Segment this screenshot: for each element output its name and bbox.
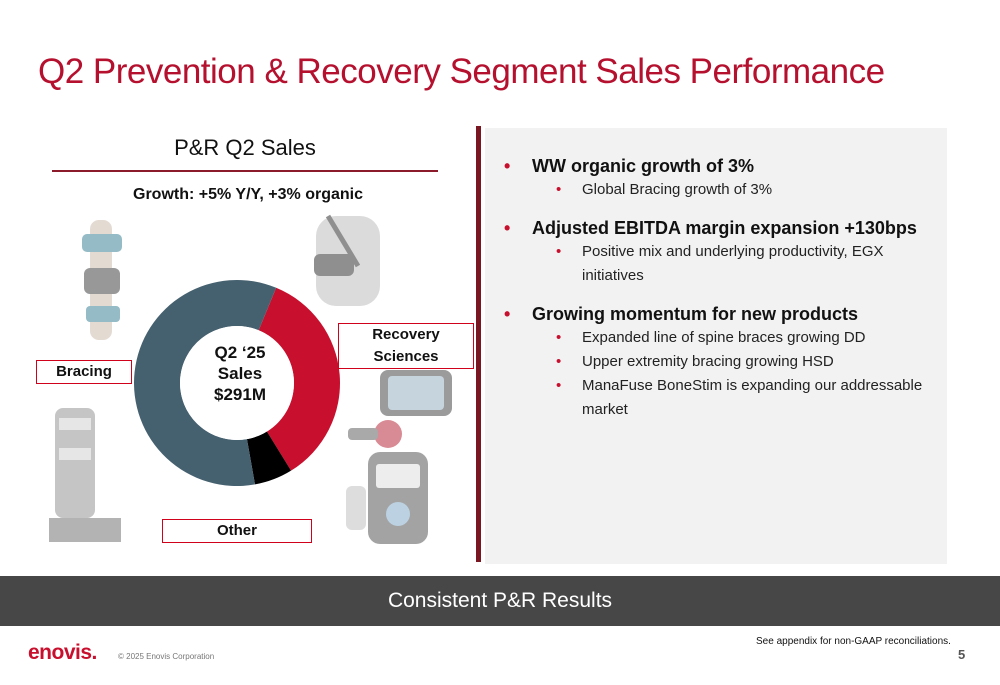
electrotherapy-unit-photo	[346, 452, 428, 544]
walker-boot-photo	[49, 408, 121, 542]
highlights-list: WW organic growth of 3% Global Bracing g…	[502, 154, 942, 422]
donut-hole	[180, 326, 294, 440]
chart-heading: P&R Q2 Sales	[174, 135, 316, 160]
stim-device-photo	[348, 370, 452, 448]
bullet-ebitda-margin: Adjusted EBITDA margin expansion +130bps	[502, 216, 942, 240]
bullet-new-products: Growing momentum for new products	[502, 302, 942, 326]
slice-label-recovery-sciences: Recovery Sciences	[338, 323, 474, 369]
knee-brace-photo	[82, 220, 122, 340]
page-title: Q2 Prevention & Recovery Segment Sales P…	[38, 52, 885, 91]
non-gaap-footnote: See appendix for non-GAAP reconciliation…	[756, 636, 951, 647]
sub-bullet-mix-productivity: Positive mix and underlying productivity…	[502, 240, 942, 288]
donut-center-label: Q2 ‘25 Sales $291M	[190, 342, 290, 405]
slice-label-other: Other	[162, 519, 312, 543]
page-number: 5	[958, 647, 966, 662]
sub-bullet-bracing-growth: Global Bracing growth of 3%	[502, 178, 942, 202]
section-divider	[476, 126, 481, 562]
summary-banner: Consistent P&R Results	[0, 576, 1000, 626]
donut-slice-bracing	[133, 280, 277, 487]
slice-label-bracing: Bracing	[36, 360, 132, 384]
sub-bullet-upper-extremity: Upper extremity bracing growing HSD	[502, 350, 942, 374]
chart-growth-text: Growth: +5% Y/Y, +3% organic	[133, 186, 363, 203]
donut-slice-other	[246, 431, 292, 485]
donut-center-line-1: Q2 ‘25	[214, 343, 266, 362]
sub-bullet-bonestim: ManaFuse BoneStim is expanding our addre…	[502, 374, 942, 422]
donut-slice-recovery-sciences	[258, 287, 340, 471]
enovis-logo: enovis.	[28, 641, 97, 664]
sub-bullet-spine-braces: Expanded line of spine braces growing DD	[502, 326, 942, 350]
copyright-text: © 2025 Enovis Corporation	[118, 652, 215, 661]
chart-heading-rule	[52, 170, 438, 172]
donut-center-line-3: $291M	[214, 385, 266, 404]
bullet-organic-growth: WW organic growth of 3%	[502, 154, 942, 178]
shoulder-brace-photo	[314, 214, 380, 306]
donut-center-line-2: Sales	[217, 364, 263, 383]
